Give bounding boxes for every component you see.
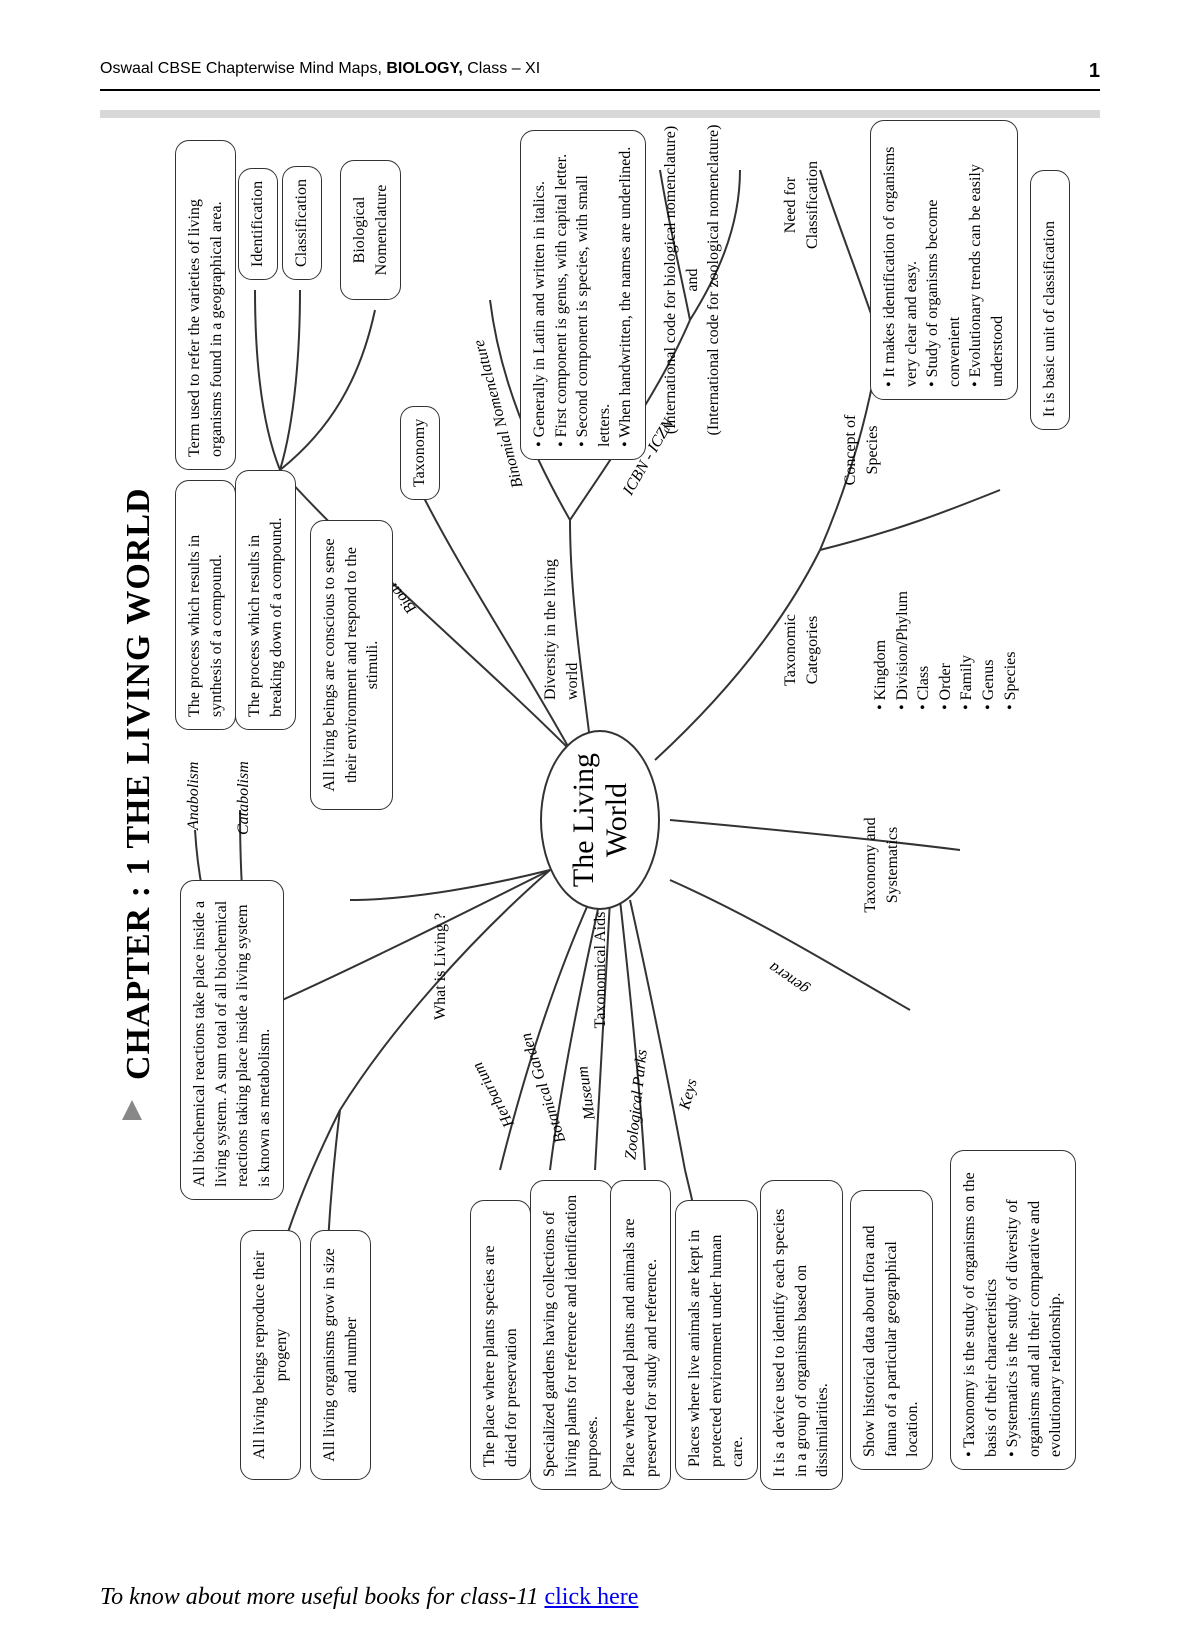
branch-catabolism: Catabolism — [235, 761, 253, 835]
leaf-need-points: It makes identification of organisms ver… — [870, 120, 1018, 400]
leaf-classification: Classification — [282, 166, 322, 280]
leaf-concept-species-desc: It is basic unit of classification — [1030, 170, 1070, 430]
leaf-growth: All living organisms grow in size and nu… — [310, 1230, 371, 1480]
leaf-taxcat-list: Kingdom Division/Phylum Class Order Fami… — [870, 540, 1021, 710]
leaf-tax-syst-desc: Taxonomy is the study of organisms on th… — [950, 1150, 1076, 1470]
leaf-keys-desc: It is a device used to identify each spe… — [760, 1180, 843, 1490]
leaf-genera-desc: Show historical data about flora and fau… — [850, 1190, 933, 1470]
leaf-icbn-iczn: (International code for biological nomen… — [660, 120, 725, 440]
leaf-botanical-desc: Specialized gardens having collections o… — [530, 1180, 613, 1490]
header-text: Oswaal CBSE Chapterwise Mind Maps, BIOLO… — [100, 60, 540, 83]
leaf-reproduction: All living beings reproduce their progen… — [240, 1230, 301, 1480]
leaf-catabolism-desc: The process which results in breaking do… — [235, 470, 296, 730]
leaf-binomial-rules: Generally in Latin and written in italic… — [520, 130, 646, 460]
branch-taxonomy-systematics: Taxonomy and Systematics — [860, 790, 903, 940]
branch-anabolism: Anabolism — [185, 762, 203, 830]
title-marker-icon — [122, 1100, 142, 1120]
leaf-consciousness: All living beings are conscious to sense… — [310, 520, 393, 810]
center-line1: The Living — [567, 753, 600, 887]
footer-link[interactable]: click here — [544, 1584, 638, 1610]
leaf-biodiversity-desc: Term used to refer the varieties of livi… — [175, 140, 236, 470]
mindmap-container: CHAPTER : 1 THE LIVING WORLD The Living … — [100, 110, 1100, 1530]
branch-diversity: Diversity in the living world — [540, 530, 583, 700]
leaf-museum-desc: Place where dead plants and animals are … — [610, 1180, 671, 1490]
center-node: The Living World — [540, 730, 660, 910]
leaf-taxonomy: Taxonomy — [400, 406, 440, 500]
page-header: Oswaal CBSE Chapterwise Mind Maps, BIOLO… — [100, 60, 1100, 91]
footer-text: To know about more useful books for clas… — [100, 1584, 638, 1611]
leaf-zoo-desc: Places where live animals are kept in pr… — [675, 1200, 758, 1480]
leaf-biological-nomenclature: Biological Nomenclature — [340, 160, 401, 300]
chapter-title: CHAPTER : 1 THE LIVING WORLD — [120, 487, 158, 1080]
branch-what-is-living: What is Living ? — [430, 913, 452, 1020]
leaf-herbarium-desc: The place where plants species are dried… — [470, 1200, 531, 1480]
leaf-anabolism-desc: The process which results in synthesis o… — [175, 480, 236, 730]
center-line2: World — [600, 783, 633, 857]
branch-taxonomical-aids: Taxonomical Aids — [590, 910, 612, 1030]
leaf-identification: Identification — [238, 168, 278, 280]
page-number: 1 — [1089, 60, 1100, 83]
leaf-metabolism-desc: All biochemical reactions take place ins… — [180, 880, 284, 1200]
branch-need-classification: Need for Classification — [780, 140, 823, 270]
branch-taxonomic-categories: Taxonomic Categories — [780, 590, 823, 710]
branch-concept-species: Concept of Species — [840, 400, 883, 500]
